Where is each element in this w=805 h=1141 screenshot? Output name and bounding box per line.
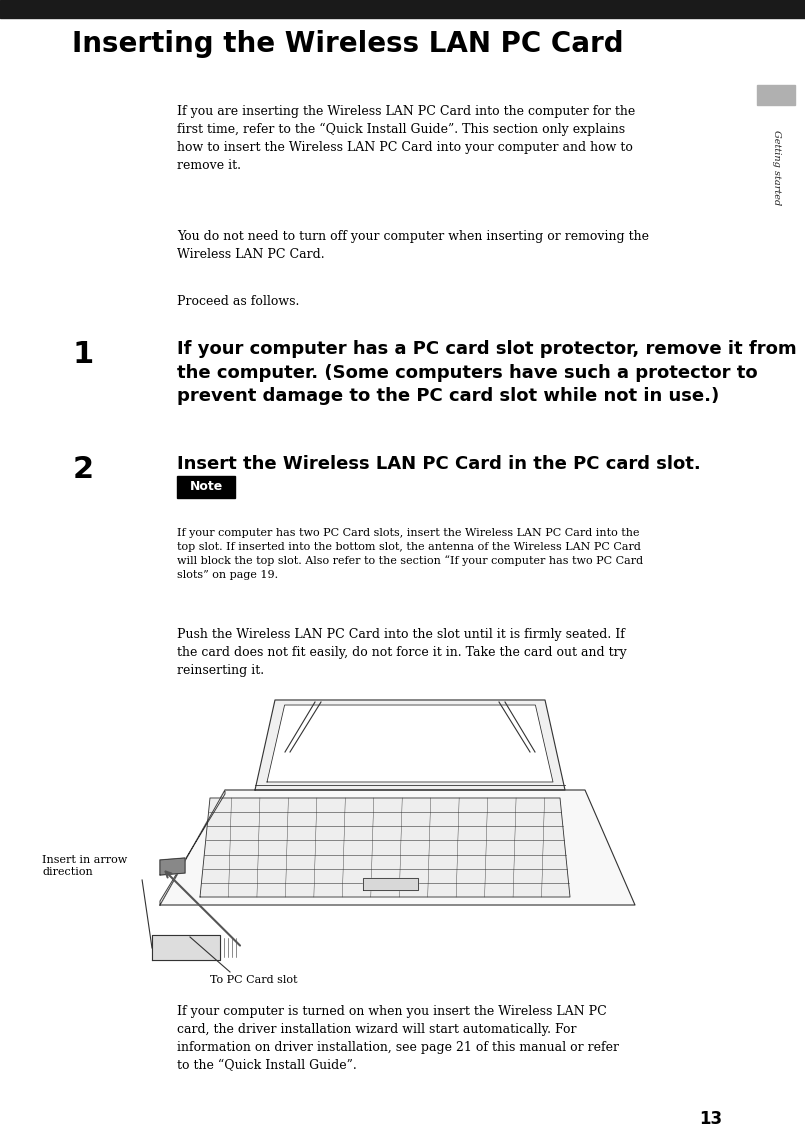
Text: To PC Card slot: To PC Card slot <box>210 976 298 985</box>
Polygon shape <box>152 934 220 960</box>
Text: Insert in arrow
direction: Insert in arrow direction <box>42 855 127 876</box>
Bar <box>177 476 235 497</box>
Polygon shape <box>160 858 185 875</box>
Text: If your computer has a PC card slot protector, remove it from
the computer. (Som: If your computer has a PC card slot prot… <box>177 340 797 405</box>
Text: Push the Wireless LAN PC Card into the slot until it is firmly seated. If
the ca: Push the Wireless LAN PC Card into the s… <box>177 628 627 677</box>
Bar <box>0 0 805 18</box>
Polygon shape <box>362 879 418 890</box>
Text: If you are inserting the Wireless LAN PC Card into the computer for the
first ti: If you are inserting the Wireless LAN PC… <box>177 105 635 172</box>
Text: You do not need to turn off your computer when inserting or removing the
Wireles: You do not need to turn off your compute… <box>177 230 649 261</box>
Text: Getting started: Getting started <box>771 130 781 205</box>
Polygon shape <box>267 705 553 782</box>
Text: Insert the Wireless LAN PC Card in the PC card slot.: Insert the Wireless LAN PC Card in the P… <box>177 455 701 474</box>
Text: If your computer is turned on when you insert the Wireless LAN PC
card, the driv: If your computer is turned on when you i… <box>177 1005 619 1073</box>
Text: Note: Note <box>189 480 223 494</box>
Text: Inserting the Wireless LAN PC Card: Inserting the Wireless LAN PC Card <box>72 30 624 58</box>
Polygon shape <box>160 790 225 905</box>
Text: If your computer has two PC Card slots, insert the Wireless LAN PC Card into the: If your computer has two PC Card slots, … <box>177 528 643 580</box>
Text: Proceed as follows.: Proceed as follows. <box>177 296 299 308</box>
Polygon shape <box>160 790 635 905</box>
Bar <box>757 84 795 105</box>
Polygon shape <box>255 699 565 790</box>
Text: 1: 1 <box>72 340 93 369</box>
Polygon shape <box>200 798 570 897</box>
Text: 2: 2 <box>72 455 93 484</box>
Text: 13: 13 <box>700 1110 723 1128</box>
